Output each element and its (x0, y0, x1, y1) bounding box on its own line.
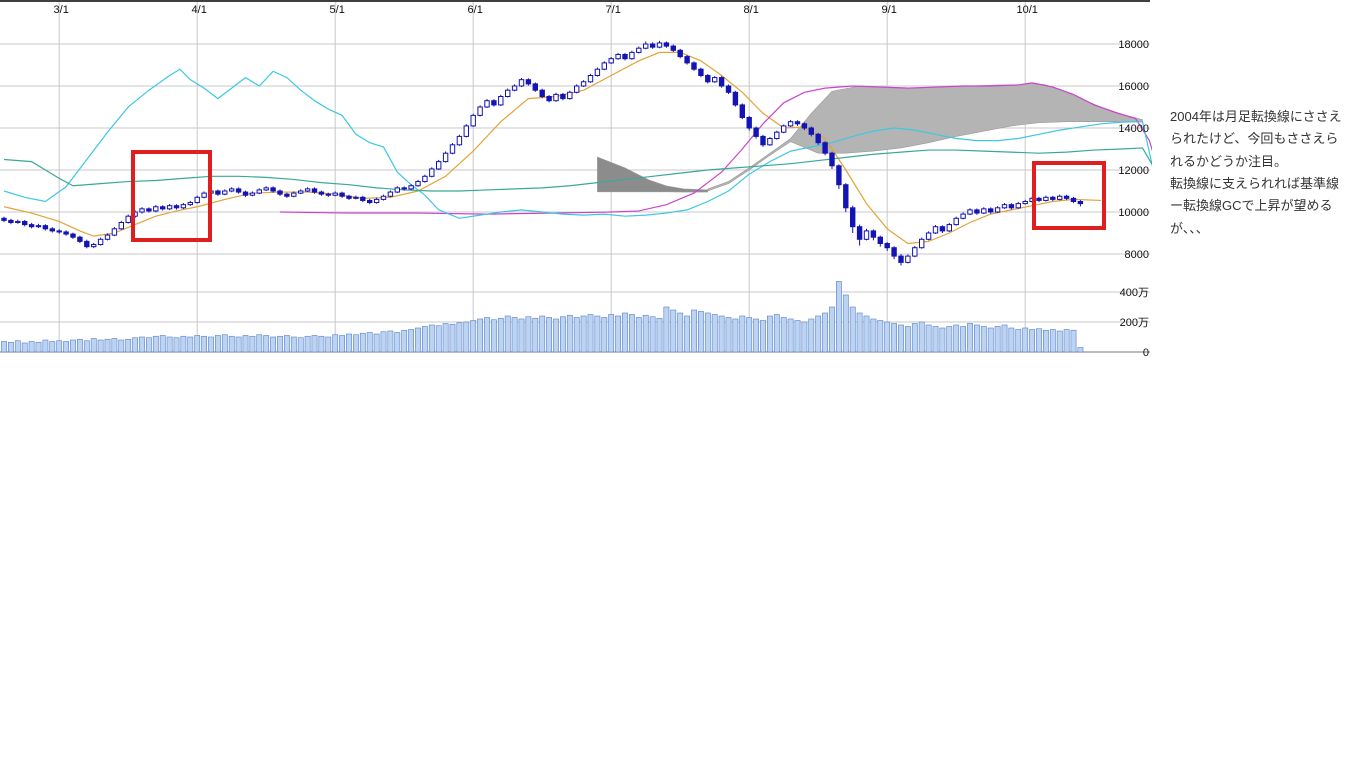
volume-axis-label: 0 (1143, 347, 1149, 359)
price-axis-label: 18000 (1118, 39, 1149, 51)
annotation-note: 2004年は月足転換線にささえられたけど、今回もささえられるかどうか注目。 転換… (1170, 106, 1348, 240)
chart-area: 3/1 4/1 5/1 6/1 7/1 8/1 9/1 10/1 18000 16000 14000… (0, 0, 1152, 360)
tenkan-line (3, 51, 1102, 245)
grid-layer (0, 0, 1150, 353)
chikou-line (3, 68, 1152, 219)
kumo-light (707, 82, 1143, 192)
annotation-text-1: 2004年は月足転換線にささえられたけど、今回もささえられるかどうか注目。 (1170, 109, 1342, 169)
candle-layer (1, 40, 1084, 266)
price-axis-label: 16000 (1118, 81, 1149, 93)
x-axis-label: 5/1 (330, 4, 345, 16)
axis-labels: 3/1 4/1 5/1 6/1 7/1 8/1 9/1 10/1 18000 16000 14000… (54, 4, 1149, 359)
volume-layer (1, 281, 1084, 353)
price-axis-label: 8000 (1125, 249, 1149, 261)
price-axis-label: 12000 (1118, 165, 1149, 177)
kumo-dark (597, 156, 709, 193)
cloud-layer (597, 82, 1143, 193)
x-axis-label: 4/1 (192, 4, 207, 16)
highlight-layer (131, 150, 1106, 242)
x-axis-label: 3/1 (54, 4, 69, 16)
kijun-line (279, 82, 1152, 215)
highlight-box (1032, 161, 1106, 230)
volume-axis-label: 200万 (1120, 317, 1149, 329)
x-axis-label: 7/1 (606, 4, 621, 16)
span-teal-line (3, 147, 1152, 192)
ichimoku-candlestick-chart: 3/1 4/1 5/1 6/1 7/1 8/1 9/1 10/1 18000 16000 14000… (0, 0, 1152, 359)
x-axis-label: 10/1 (1016, 4, 1037, 16)
annotation-text-2: 転換線に支えられれば基準線ー転換線GCで上昇が望めるが、、、 (1170, 176, 1340, 236)
line-layer (3, 51, 1152, 245)
x-axis-label: 6/1 (468, 4, 483, 16)
volume-axis-label: 400万 (1120, 287, 1149, 299)
x-axis-label: 8/1 (744, 4, 759, 16)
price-axis-label: 14000 (1118, 123, 1149, 135)
highlight-box (131, 150, 212, 242)
price-axis-label: 10000 (1118, 207, 1149, 219)
x-axis-label: 9/1 (882, 4, 897, 16)
